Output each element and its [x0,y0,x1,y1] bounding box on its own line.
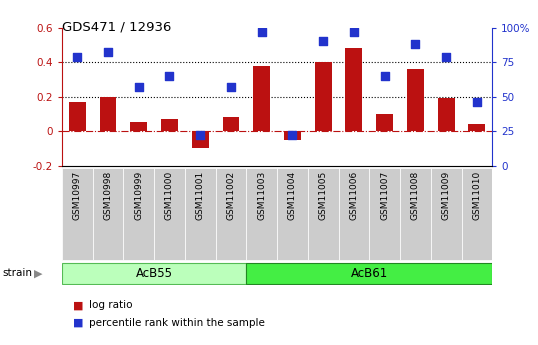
Point [226,84,235,90]
Text: GSM11005: GSM11005 [318,170,328,220]
Text: GSM11000: GSM11000 [165,170,174,220]
Point [380,73,389,79]
Point [472,99,481,105]
FancyBboxPatch shape [93,168,123,260]
Text: GSM11002: GSM11002 [226,170,236,219]
Bar [407,69,424,131]
Text: GSM11004: GSM11004 [288,170,297,219]
FancyBboxPatch shape [123,168,154,260]
Point [73,54,82,59]
Bar [345,48,363,131]
Text: ▶: ▶ [34,268,43,278]
Bar [469,124,485,131]
Text: AcB55: AcB55 [136,267,173,280]
FancyBboxPatch shape [246,168,277,260]
FancyBboxPatch shape [400,168,431,260]
Text: GSM11009: GSM11009 [442,170,451,220]
Bar [100,97,116,131]
Text: GSM11008: GSM11008 [411,170,420,220]
FancyBboxPatch shape [62,263,246,284]
Bar [223,117,239,131]
Bar [376,114,393,131]
FancyBboxPatch shape [462,168,492,260]
FancyBboxPatch shape [308,168,338,260]
Point [411,41,420,47]
FancyBboxPatch shape [154,168,185,260]
Text: AcB61: AcB61 [351,267,388,280]
Text: GSM11003: GSM11003 [257,170,266,220]
Text: GSM10999: GSM10999 [134,170,143,220]
Point [134,84,143,90]
FancyBboxPatch shape [216,168,246,260]
Text: log ratio: log ratio [89,300,132,310]
Text: GSM10998: GSM10998 [103,170,112,220]
Point [288,132,297,138]
Point [319,39,328,44]
Text: ■: ■ [73,300,83,310]
FancyBboxPatch shape [369,168,400,260]
Bar [253,66,270,131]
Text: strain: strain [3,268,33,278]
Bar [130,122,147,131]
Bar [438,98,455,131]
Bar [69,102,86,131]
FancyBboxPatch shape [338,168,369,260]
Point [442,54,450,59]
FancyBboxPatch shape [431,168,462,260]
Point [165,73,174,79]
Bar [161,119,178,131]
Text: GSM11006: GSM11006 [349,170,358,220]
Text: GSM10997: GSM10997 [73,170,82,220]
FancyBboxPatch shape [277,168,308,260]
Text: GSM11007: GSM11007 [380,170,389,220]
Text: GSM11001: GSM11001 [196,170,205,220]
Text: GSM11010: GSM11010 [472,170,482,220]
Text: GDS471 / 12936: GDS471 / 12936 [62,21,171,34]
Point [257,29,266,34]
FancyBboxPatch shape [246,263,492,284]
Point [104,50,112,55]
FancyBboxPatch shape [62,168,93,260]
FancyBboxPatch shape [185,168,216,260]
Bar [192,131,209,148]
Text: ■: ■ [73,318,83,327]
Point [350,29,358,34]
Bar [315,62,331,131]
Bar [284,131,301,140]
Point [196,132,204,138]
Text: percentile rank within the sample: percentile rank within the sample [89,318,265,327]
